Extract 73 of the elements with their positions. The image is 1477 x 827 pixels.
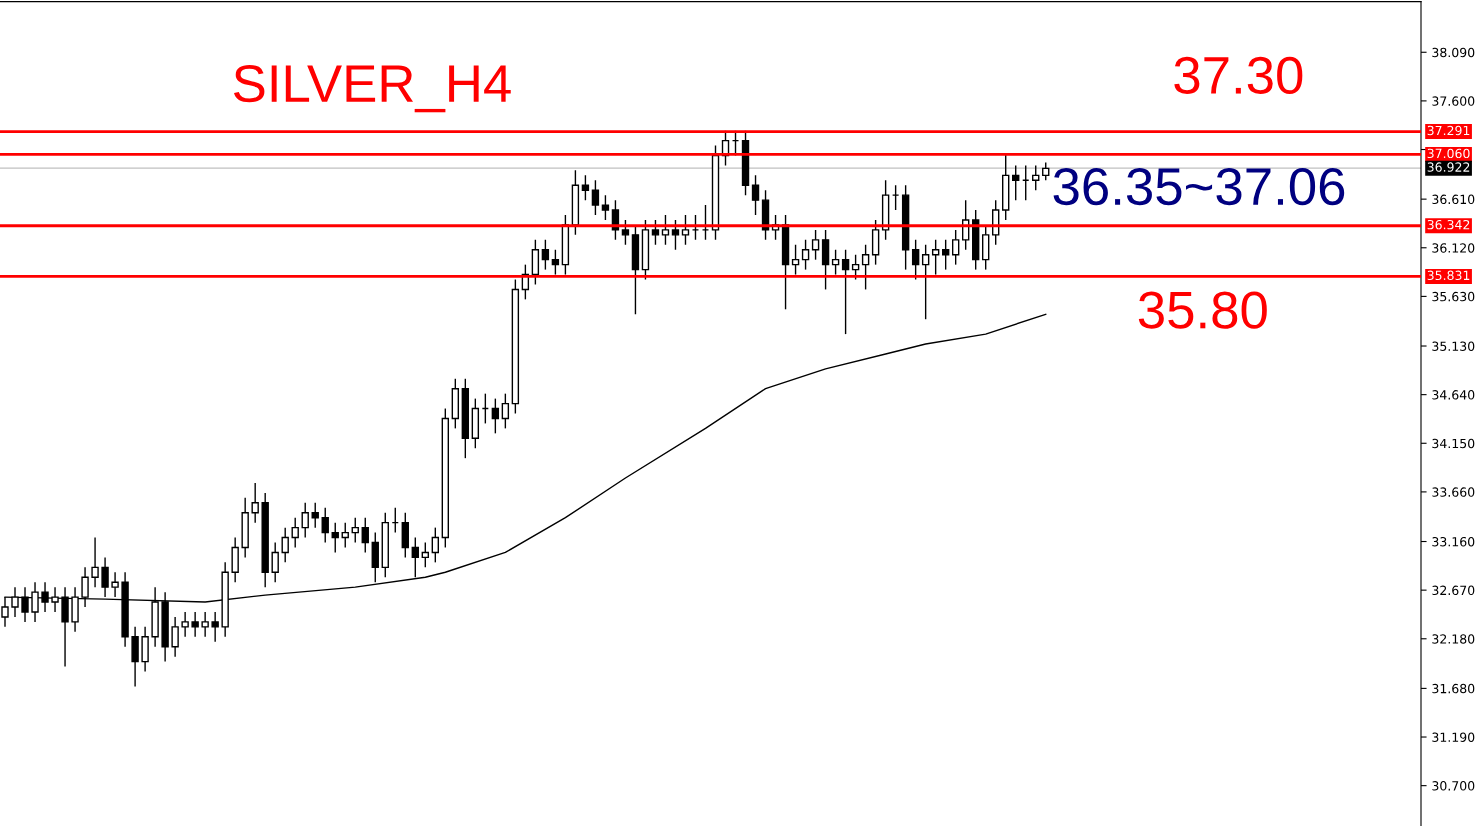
candlestick [321, 507, 329, 544]
y-tick-label: 33.660 [1432, 487, 1475, 497]
candlestick [851, 254, 860, 281]
ref-line-label: 36.342 [1427, 219, 1470, 230]
candlestick [291, 517, 299, 549]
candlestick [591, 179, 600, 216]
candlestick [681, 214, 690, 246]
candlestick [941, 239, 950, 271]
y-tick-label: 32.670 [1432, 585, 1475, 596]
candlestick [281, 526, 289, 564]
candlestick [911, 239, 920, 281]
ref-line-label: 37.291 [1427, 125, 1470, 136]
candlestick [951, 229, 960, 266]
y-tick-label: 36.610 [1432, 194, 1475, 205]
candlestick [411, 536, 419, 578]
ref-line-label: 36.922 [1427, 162, 1470, 172]
y-tick-label: 30.700 [1432, 781, 1475, 791]
candlestick [841, 249, 850, 335]
ref-line-label: 37.060 [1427, 148, 1470, 159]
candlestick [301, 502, 309, 539]
y-tick-label: 35.130 [1432, 341, 1475, 351]
annotation: 36.35~37.06 [1053, 167, 1345, 206]
candlestick [361, 517, 369, 554]
candlestick [1012, 164, 1020, 201]
candlestick [211, 611, 219, 643]
candlestick [111, 571, 119, 598]
candlestick [171, 616, 179, 658]
y-tick-label: 36.120 [1432, 243, 1475, 253]
annotation: 37.30 [1174, 56, 1303, 95]
candlestick [751, 174, 760, 216]
candlestick [181, 611, 189, 638]
candlestick [791, 244, 800, 276]
y-tick-label: 35.630 [1432, 291, 1475, 302]
y-tick-label: 33.160 [1432, 536, 1475, 547]
candlestick [541, 239, 550, 271]
candlestick [651, 219, 660, 246]
candlestick [1032, 164, 1040, 191]
candlestick [431, 526, 440, 564]
candlestick [251, 482, 259, 524]
candlestick [91, 536, 99, 588]
candlestick [311, 502, 319, 529]
candlestick [331, 521, 339, 554]
y-tick-label: 31.680 [1432, 683, 1475, 694]
candlestick [271, 541, 279, 583]
candlestick [201, 611, 209, 638]
y-tick-label: 38.090 [1432, 47, 1475, 58]
candlestick [801, 239, 810, 271]
candlestick [581, 174, 590, 201]
y-tick-label: 34.640 [1432, 390, 1475, 400]
y-tick-label: 37.600 [1432, 96, 1475, 106]
candlestick [671, 219, 680, 251]
candlestick [831, 249, 840, 276]
annotation: 35.80 [1138, 291, 1267, 329]
candlestick [421, 541, 429, 569]
candlestick [551, 249, 560, 276]
candlestick [621, 219, 630, 246]
candlestick [501, 392, 510, 430]
candlestick [921, 244, 930, 320]
candlestick [861, 244, 870, 291]
candlestick [931, 239, 940, 276]
y-tick-label: 32.180 [1432, 634, 1475, 644]
candlestick [491, 397, 500, 435]
text: SILVER_H4 [234, 64, 511, 113]
candlestick [101, 556, 109, 598]
candlestick [341, 521, 349, 549]
y-tick-label: 31.190 [1432, 732, 1475, 742]
ref-line-label: 35.831 [1427, 270, 1470, 281]
y-tick-label: 34.150 [1432, 438, 1475, 449]
candlestick [811, 229, 820, 261]
candlestick [351, 517, 359, 544]
candlestick [661, 214, 670, 246]
candlestick [191, 611, 199, 638]
candlestick [601, 194, 610, 221]
